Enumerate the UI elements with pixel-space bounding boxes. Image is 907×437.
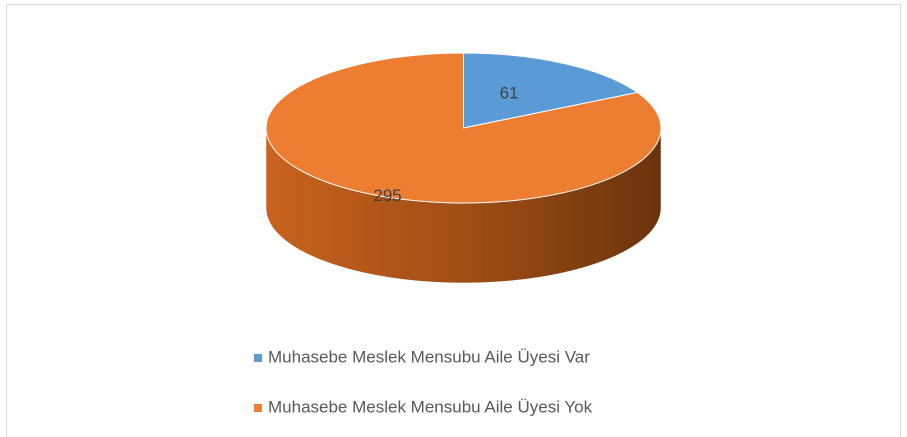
legend: Muhasebe Meslek Mensubu Aile Üyesi Var Mu… xyxy=(254,347,593,416)
legend-label: Muhasebe Meslek Mensubu Aile Üyesi Var xyxy=(268,347,590,366)
legend-label: Muhasebe Meslek Mensubu Aile Üyesi Yok xyxy=(268,397,593,416)
slice xyxy=(463,52,639,129)
legend-swatch xyxy=(254,354,262,362)
chart-border xyxy=(6,4,901,437)
pie: 61 295 xyxy=(265,52,662,284)
data-label: 61 xyxy=(500,84,519,103)
legend-swatch xyxy=(254,404,262,412)
data-label: 295 xyxy=(373,186,401,205)
slice xyxy=(265,52,662,204)
